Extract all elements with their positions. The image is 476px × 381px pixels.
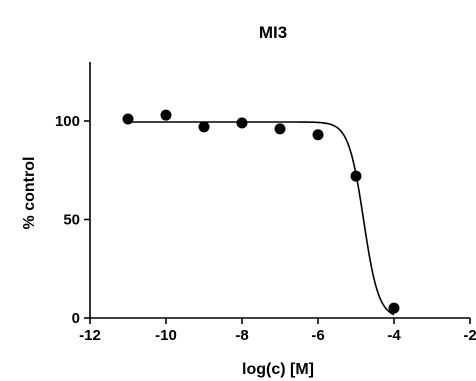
y-tick-label: 50 (63, 212, 80, 229)
fit-curve (128, 121, 395, 316)
axes (89, 61, 470, 319)
data-point (198, 121, 210, 133)
data-point (122, 113, 134, 125)
data-point (236, 117, 248, 129)
y-tick-label: 0 (72, 310, 80, 327)
data-points (122, 109, 400, 314)
y-axis-title: % control (21, 157, 38, 230)
x-axis-ticks: -12 -10 -8 -6 -4 -2 (79, 318, 476, 344)
data-point (160, 109, 172, 121)
chart-title: MI3 (259, 23, 287, 42)
data-point (388, 302, 400, 314)
x-tick-label: -12 (79, 327, 101, 344)
data-point (350, 170, 362, 182)
y-axis-ticks: 0 50 100 (55, 113, 90, 327)
data-point (312, 129, 324, 141)
x-tick-label: -4 (387, 327, 401, 344)
data-point (274, 123, 286, 135)
x-axis-title: log(c) [M] (242, 361, 314, 378)
x-tick-label: -8 (235, 327, 248, 344)
x-tick-label: -6 (311, 327, 324, 344)
x-tick-label: -2 (463, 327, 476, 344)
x-tick-label: -10 (155, 327, 177, 344)
y-tick-label: 100 (55, 113, 80, 130)
